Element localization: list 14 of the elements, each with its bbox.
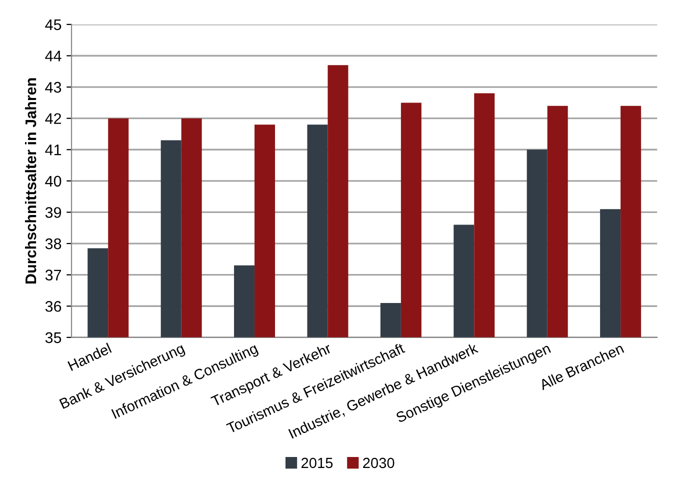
y-tick-label: 37 xyxy=(45,270,62,281)
y-tick-label: 43 xyxy=(45,82,62,93)
legend-label: 2030 xyxy=(363,458,394,468)
y-tick-label: 39 xyxy=(45,207,62,218)
y-tick-label: 45 xyxy=(45,19,62,30)
y-tick-label: 35 xyxy=(45,332,62,344)
y-tick-label: 36 xyxy=(45,300,62,312)
y-tick-label: 42 xyxy=(45,113,62,124)
y-axis-title: Durchschnittsalter in Jahren xyxy=(24,78,36,284)
y-tick-label: 44 xyxy=(45,50,62,62)
y-tick-label: 38 xyxy=(45,238,62,250)
y-tick-label: 41 xyxy=(45,144,62,156)
y-tick-label: 40 xyxy=(45,176,62,187)
legend-label: 2015 xyxy=(302,458,333,468)
